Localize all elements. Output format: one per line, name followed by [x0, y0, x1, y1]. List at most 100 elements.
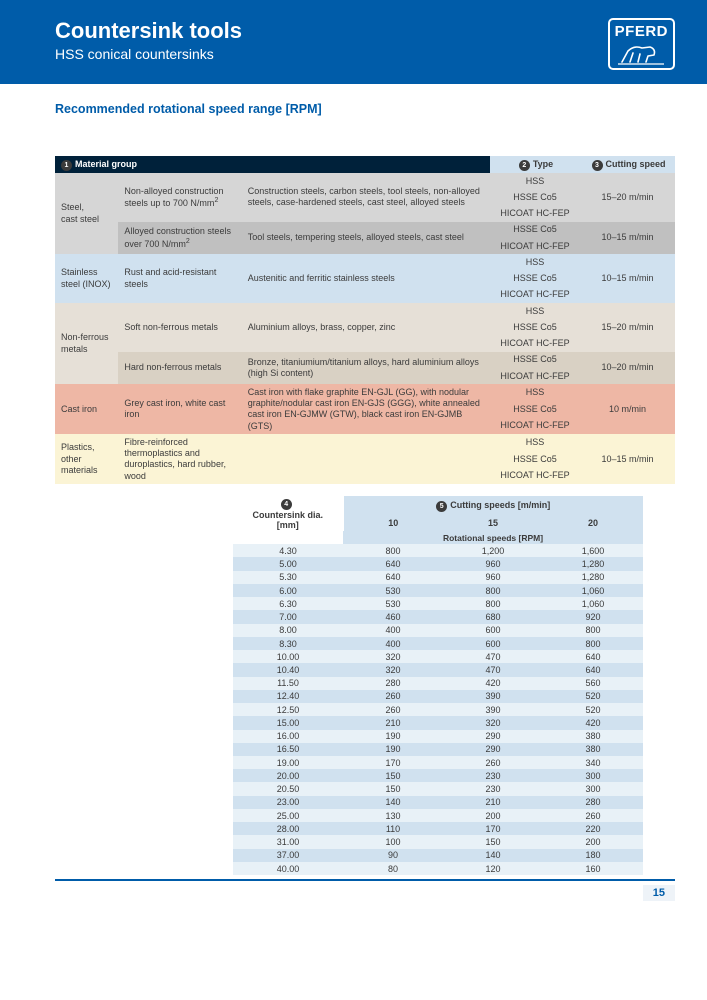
speed-header-row1: 4 Countersink dia.[mm] 5Cutting speeds [… — [233, 496, 643, 515]
page-number: 15 — [643, 885, 675, 901]
material-row: Cast ironGrey cast iron, white cast iron… — [55, 384, 675, 401]
material-cell: HICOAT HC-FEP — [490, 368, 580, 384]
page: Countersink tools HSS conical countersin… — [0, 0, 707, 1000]
material-cell: HSSE Co5 — [490, 352, 580, 368]
speed-row: 6.305308001,060 — [233, 597, 643, 610]
rpm-cell: 220 — [543, 822, 643, 835]
speed-row: 5.006409601,280 — [233, 557, 643, 570]
rpm-cell: 230 — [443, 769, 543, 782]
rpm-cell: 320 — [343, 663, 443, 676]
rpm-cell: 640 — [343, 571, 443, 584]
rpm-cell: 520 — [543, 703, 643, 716]
rpm-cell: 530 — [343, 584, 443, 597]
speed-row: 16.00190290380 — [233, 730, 643, 743]
rpm-cell: 1,280 — [543, 571, 643, 584]
brand-logo: PFERD — [608, 18, 675, 70]
material-cell — [242, 434, 490, 484]
rpm-cell: 260 — [543, 809, 643, 822]
rpm-cell: 380 — [543, 743, 643, 756]
speed-table: 4 Countersink dia.[mm] 5Cutting speeds [… — [233, 496, 643, 875]
speed-row: 12.40260390520 — [233, 690, 643, 703]
label-type: Type — [533, 159, 553, 169]
material-cell: Aluminium alloys, brass, copper, zinc — [242, 303, 490, 352]
rpm-cell: 80 — [343, 862, 443, 876]
speed-row: 19.00170260340 — [233, 756, 643, 769]
speed-subheader: Rotational speeds [RPM] — [233, 531, 643, 544]
rpm-cell: 800 — [543, 637, 643, 650]
header-banner: Countersink tools HSS conical countersin… — [0, 0, 707, 84]
material-table-header: 1Material group 2Type 3Cutting speed — [55, 156, 675, 173]
rpm-cell: 280 — [543, 796, 643, 809]
rpm-cell: 200 — [543, 835, 643, 848]
rpm-cell: 190 — [343, 730, 443, 743]
material-cell: Non-ferrous metals — [55, 303, 118, 384]
rpm-cell: 260 — [343, 703, 443, 716]
rpm-cell: 1,200 — [443, 544, 543, 557]
rpm-cell: 140 — [443, 849, 543, 862]
rpm-cell: 400 — [343, 624, 443, 637]
label-rotational-speeds: Rotational speeds [RPM] — [343, 531, 643, 544]
header-countersink-dia: 4 Countersink dia.[mm] — [233, 496, 343, 531]
dia-cell: 6.30 — [233, 597, 343, 610]
rpm-cell: 170 — [443, 822, 543, 835]
speed-row: 16.50190290380 — [233, 743, 643, 756]
speed-row: 6.005308001,060 — [233, 584, 643, 597]
material-cell: 10–15 m/min — [580, 254, 675, 303]
material-cell: Alloyed construction steels over 700 N/m… — [118, 222, 241, 255]
page-number-box: 15 — [0, 881, 707, 911]
rpm-cell: 90 — [343, 849, 443, 862]
material-row: Steel,cast steelNon-alloyed construction… — [55, 173, 675, 189]
material-cell: Construction steels, carbon steels, tool… — [242, 173, 490, 222]
col-15: 15 — [443, 515, 543, 531]
banner-left: Countersink tools HSS conical countersin… — [55, 18, 242, 62]
material-cell: HSSE Co5 — [490, 319, 580, 335]
rpm-cell: 280 — [343, 677, 443, 690]
speed-row: 23.00140210280 — [233, 796, 643, 809]
speed-row: 10.40320470640 — [233, 663, 643, 676]
rpm-cell: 290 — [443, 730, 543, 743]
rpm-cell: 140 — [343, 796, 443, 809]
dia-cell: 8.30 — [233, 637, 343, 650]
rpm-cell: 470 — [443, 663, 543, 676]
speed-row: 10.00320470640 — [233, 650, 643, 663]
material-cell: 15–20 m/min — [580, 173, 675, 222]
bullet-3: 3 — [592, 160, 603, 171]
rpm-cell: 800 — [443, 584, 543, 597]
speed-row: 7.00460680920 — [233, 610, 643, 623]
rpm-cell: 160 — [543, 862, 643, 876]
material-cell: HSSE Co5 — [490, 401, 580, 418]
rpm-cell: 800 — [443, 597, 543, 610]
label-cutting-speeds: Cutting speeds [m/min] — [450, 500, 550, 510]
speed-row: 20.00150230300 — [233, 769, 643, 782]
dia-cell: 6.00 — [233, 584, 343, 597]
material-cell: HSS — [490, 173, 580, 189]
rpm-cell: 400 — [343, 637, 443, 650]
speed-row: 15.00210320420 — [233, 716, 643, 729]
material-cell: Cast iron — [55, 384, 118, 434]
material-cell: Tool steels, tempering steels, alloyed s… — [242, 222, 490, 255]
material-cell: Rust and acid-resistant steels — [118, 254, 241, 303]
rpm-cell: 210 — [343, 716, 443, 729]
rpm-cell: 960 — [443, 571, 543, 584]
dia-cell: 12.50 — [233, 703, 343, 716]
material-cell: HSSE Co5 — [490, 451, 580, 468]
rpm-cell: 190 — [343, 743, 443, 756]
rpm-cell: 420 — [543, 716, 643, 729]
rpm-cell: 230 — [443, 782, 543, 795]
section-heading: Recommended rotational speed range [RPM] — [55, 102, 707, 116]
speed-row: 11.50280420560 — [233, 677, 643, 690]
material-cell: HICOAT HC-FEP — [490, 238, 580, 254]
material-cell: HICOAT HC-FEP — [490, 468, 580, 485]
rpm-cell: 800 — [543, 624, 643, 637]
material-cell: Stainless steel (INOX) — [55, 254, 118, 303]
label-cutting-speed: Cutting speed — [606, 159, 666, 169]
rpm-cell: 320 — [343, 650, 443, 663]
material-cell: HSS — [490, 434, 580, 451]
dia-cell: 16.50 — [233, 743, 343, 756]
material-cell: HSS — [490, 303, 580, 319]
material-cell: Steel,cast steel — [55, 173, 118, 254]
material-cell: HICOAT HC-FEP — [490, 206, 580, 222]
rpm-cell: 390 — [443, 690, 543, 703]
dia-cell: 11.50 — [233, 677, 343, 690]
dia-unit — [233, 531, 343, 544]
